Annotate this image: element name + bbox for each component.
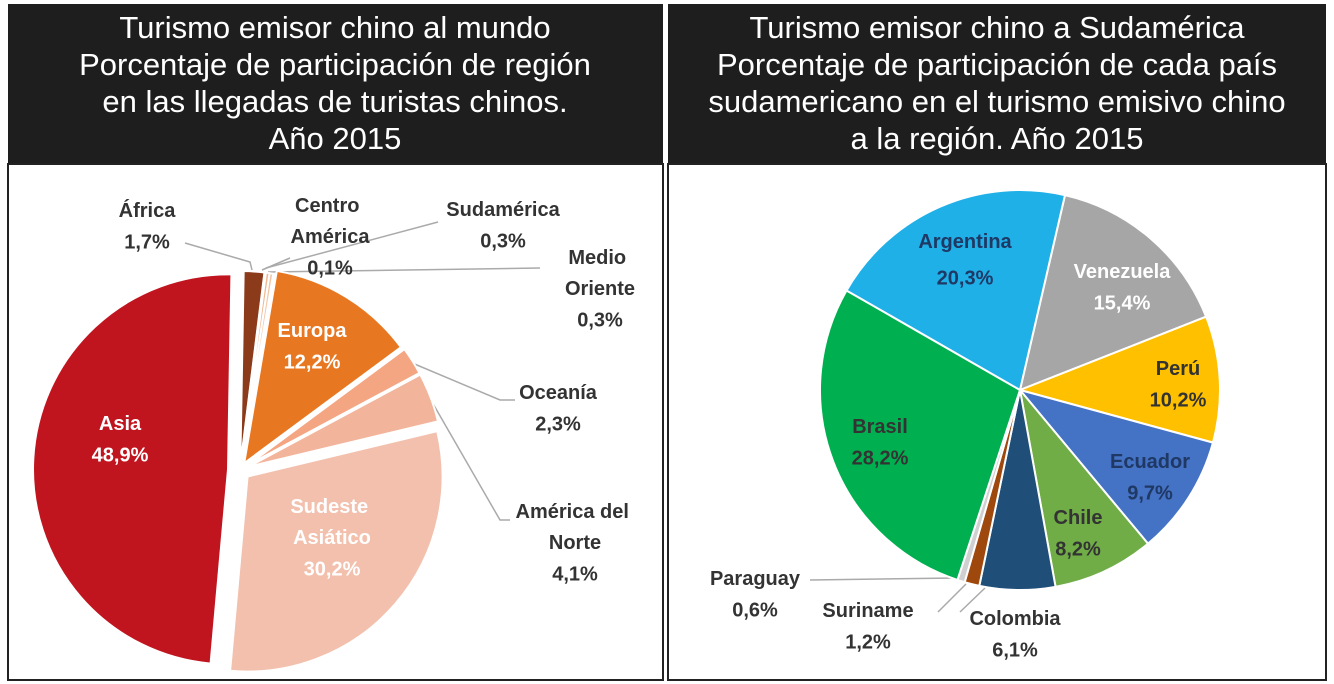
pie-slice [229, 429, 444, 673]
panel-frame [7, 163, 664, 681]
slice-label: Venezuela [1074, 261, 1172, 283]
slice-label: Perú [1156, 358, 1200, 380]
value-label: 28,2% [852, 447, 909, 469]
pie-slice [845, 189, 1067, 392]
pie-slice [247, 373, 440, 468]
chart-title: en las llegadas de turistas chinos. [102, 84, 567, 119]
pie-slice [247, 347, 421, 467]
value-label: 0,1% [307, 257, 353, 279]
value-label: 30,2% [304, 558, 361, 580]
value-label: 20,3% [937, 267, 994, 289]
pie-slice [1016, 315, 1221, 444]
slice-label: Asia [99, 413, 142, 435]
pie-slice [242, 269, 403, 466]
leader-line [809, 577, 957, 581]
pie-slice [1017, 388, 1215, 546]
leader-line [265, 221, 439, 269]
slice-label: Europa [278, 320, 348, 342]
pie-slice [1018, 193, 1208, 392]
leader-line [184, 242, 253, 271]
pie-slice [239, 272, 275, 467]
value-label: 12,2% [284, 351, 341, 373]
chart-title: a la región. Año 2015 [850, 121, 1143, 156]
value-label: 1,2% [845, 631, 891, 653]
slice-label: Oceanía [519, 382, 598, 404]
value-label: 9,7% [1127, 482, 1173, 504]
slice-label: Sudamérica [446, 199, 560, 221]
slice-label: Centro América [291, 195, 371, 248]
chart-title: Porcentaje de participación de cada país [717, 47, 1277, 82]
value-label: 48,9% [92, 444, 149, 466]
chart-title: sudamericano en el turismo emisivo chino [708, 84, 1285, 119]
value-label: 0,3% [480, 230, 526, 252]
leader-line [937, 583, 967, 613]
pie-slice [819, 289, 1022, 582]
panel-frame [667, 163, 1327, 681]
slice-label: Paraguay [710, 568, 801, 590]
value-label: 0,3% [577, 309, 623, 331]
value-label: 1,7% [124, 231, 170, 253]
slice-label: Argentina [918, 231, 1012, 253]
value-label: 0,6% [732, 599, 778, 621]
pie-slice [1018, 386, 1150, 588]
value-label: 6,1% [992, 639, 1038, 661]
leader-line [427, 394, 510, 521]
slice-label: Ecuador [1110, 451, 1190, 473]
leaders [184, 221, 986, 613]
chart-title: Porcentaje de participación de región [79, 47, 591, 82]
slice-label: Suriname [822, 600, 913, 622]
leader-line [267, 267, 541, 273]
slice-label: África [119, 199, 177, 222]
slice-label: Sudeste Asiático [290, 496, 373, 549]
value-label: 15,4% [1094, 292, 1151, 314]
slice-label: Chile [1054, 507, 1103, 529]
chart-title: Turismo emisor chino a Sudamérica [749, 10, 1245, 45]
chart-title: Turismo emisor chino al mundo [119, 10, 550, 45]
leader-line [404, 359, 515, 401]
pie-slice [32, 273, 233, 665]
value-label: 8,2% [1055, 538, 1101, 560]
value-label: 4,1% [552, 563, 598, 585]
chart-title: Año 2015 [269, 121, 402, 156]
slice-label: América del Norte [516, 501, 635, 554]
leader-line [959, 587, 986, 613]
slice-label: Medio Oriente [565, 247, 635, 300]
title-bar [668, 4, 1326, 164]
value-label: 10,2% [1150, 389, 1207, 411]
slice-label: Colombia [969, 608, 1061, 630]
title-bar [8, 4, 663, 164]
slice-label: Brasil [852, 416, 908, 438]
value-label: 2,3% [535, 413, 581, 435]
